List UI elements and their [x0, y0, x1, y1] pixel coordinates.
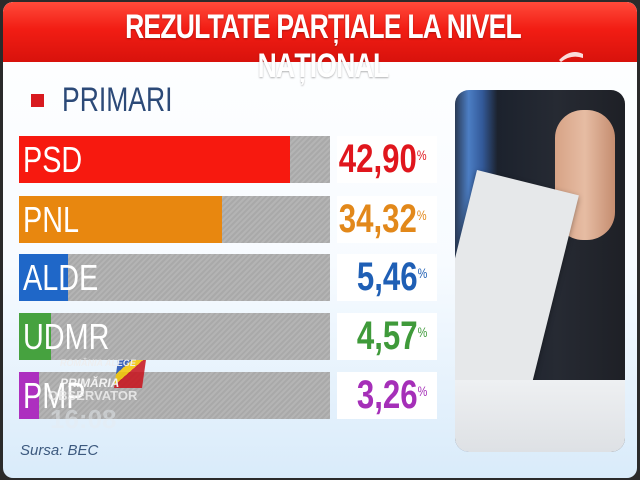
value-box: 34,32% — [337, 196, 437, 243]
percent-value: 34,32% — [339, 197, 427, 241]
party-label: PMP — [23, 375, 86, 416]
value-box: 4,57% — [337, 313, 437, 360]
bar-track — [19, 372, 330, 419]
section-title: PRIMARI — [62, 80, 173, 119]
bar-fill — [19, 254, 68, 301]
channel-logo-icon — [559, 52, 583, 62]
channel-watermark: ROMÂNIA ALEGE PRIMĂRIA OBSERVATOR 16:08 — [48, 356, 148, 436]
watermark-clock: 16:08 — [50, 404, 117, 434]
watermark-brand: OBSERVATOR — [48, 388, 138, 403]
percent-value: 42,90% — [339, 137, 427, 181]
bar-track — [19, 313, 330, 360]
watermark-primaria: PRIMĂRIA — [60, 376, 120, 390]
page-title: REZULTATE PARȚIALE LA NIVEL NAȚIONAL — [125, 8, 522, 85]
bar-row-pnl: PNL 34,32% — [19, 196, 439, 243]
header-banner: REZULTATE PARȚIALE LA NIVEL NAȚIONAL — [3, 2, 637, 85]
ballot-box — [455, 380, 625, 452]
party-label: PNL — [23, 199, 80, 240]
section-header: PRIMARI — [31, 80, 204, 119]
bar-row-alde: ALDE 5,46% — [19, 254, 439, 301]
bar-row-pmp: PMP 3,26% — [19, 372, 439, 419]
percent-value: 4,57% — [356, 314, 427, 358]
bar-fill — [19, 196, 222, 243]
party-label: UDMR — [23, 316, 110, 357]
value-box: 5,46% — [337, 254, 437, 301]
percent-value: 5,46% — [356, 255, 427, 299]
watermark-top: ROMÂNIA ALEGE — [60, 358, 136, 368]
bar-fill — [19, 372, 39, 419]
percent-value: 3,26% — [356, 373, 427, 417]
bar-track — [19, 254, 330, 301]
ballot-photo — [455, 90, 625, 452]
bar-row-psd: PSD 42,90% — [19, 136, 439, 183]
bar-fill — [19, 136, 290, 183]
bar-row-udmr: UDMR 4,57% — [19, 313, 439, 360]
party-label: ALDE — [23, 257, 99, 298]
value-box: 3,26% — [337, 372, 437, 419]
party-label: PSD — [23, 139, 83, 180]
source-note: Sursa: BEC — [20, 442, 99, 459]
bar-fill — [19, 313, 51, 360]
value-box: 42,90% — [337, 136, 437, 183]
bullet-square-icon — [31, 93, 44, 107]
results-panel: REZULTATE PARȚIALE LA NIVEL NAȚIONAL PRI… — [3, 2, 637, 478]
